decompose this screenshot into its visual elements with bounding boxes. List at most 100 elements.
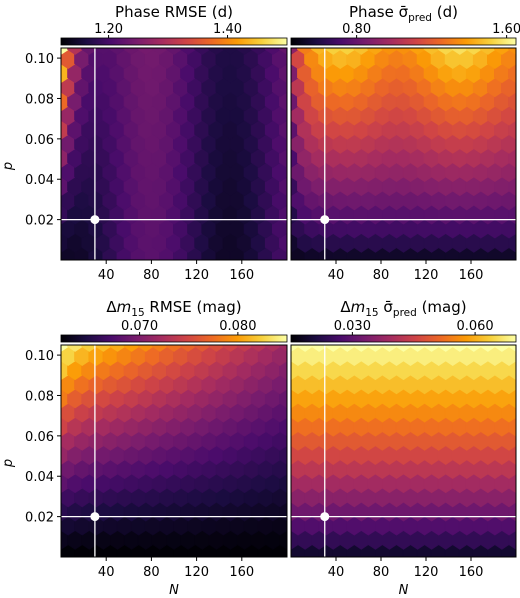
- y-tick-label: 0.10: [25, 349, 54, 364]
- y-tick-label: 0.08: [25, 92, 54, 107]
- y-tick-label: 0.04: [25, 470, 54, 485]
- x-tick-label: 80: [143, 268, 160, 283]
- plot-frame: [60, 47, 288, 261]
- hex-cell: [109, 48, 126, 55]
- hex-cell: [437, 48, 454, 55]
- hex-cell: [409, 48, 426, 55]
- hex-cell: [67, 345, 84, 352]
- hex-cell: [250, 48, 267, 55]
- hex-cell: [508, 48, 516, 55]
- hex-cell: [61, 109, 62, 121]
- hex-cell: [81, 48, 98, 55]
- colorbar-tick-label: 0.070: [121, 319, 158, 334]
- panel-title-part: m: [117, 298, 132, 316]
- x-tick-label: 120: [414, 565, 439, 580]
- hex-cell: [222, 345, 239, 352]
- hex-cell: [493, 48, 510, 55]
- hex-cell: [353, 345, 370, 352]
- hex-cell: [278, 48, 287, 55]
- hex-cell: [61, 345, 69, 352]
- hex-cell: [95, 48, 112, 55]
- y-axis-label: p: [1, 162, 16, 171]
- hex-cell: [423, 345, 440, 352]
- hex-cell: [493, 345, 510, 352]
- x-tick-label: 80: [373, 565, 390, 580]
- hex-cells: [291, 345, 516, 557]
- hex-cell: [61, 48, 69, 55]
- hex-cell: [236, 48, 253, 55]
- hex-cell: [311, 345, 328, 352]
- hex-cell: [151, 48, 168, 55]
- panel-title-part: Phase RMSE (d): [115, 3, 233, 21]
- x-tick-label: 120: [414, 268, 439, 283]
- hex-cell: [291, 48, 299, 55]
- hex-cell: [137, 48, 154, 55]
- y-tick-label: 0.06: [25, 133, 54, 148]
- hex-cell: [451, 48, 468, 55]
- hex-cell: [137, 345, 154, 352]
- x-tick-label: 40: [328, 268, 345, 283]
- hex-cell: [325, 48, 342, 55]
- hex-cell: [194, 48, 211, 55]
- panel-title-part: Δ: [106, 298, 117, 316]
- x-tick-label: 40: [98, 268, 115, 283]
- hex-cell: [61, 406, 62, 418]
- hex-cell: [423, 48, 440, 55]
- panel-title-part: (d): [432, 3, 458, 21]
- hex-cell: [109, 345, 126, 352]
- x-tick-label: 160: [459, 565, 484, 580]
- hex-cell: [381, 345, 398, 352]
- y-tick-label: 0.04: [25, 173, 54, 188]
- colorbar-tick-label: 1.20: [94, 22, 123, 37]
- colorbar-tick-label: 1.60: [492, 22, 520, 37]
- hex-cell: [81, 345, 98, 352]
- y-axis-label: p: [1, 459, 16, 468]
- panel-title-part: Phase: [349, 3, 399, 21]
- hex-cell: [208, 48, 225, 55]
- hex-cell: [166, 48, 182, 55]
- hex-cell: [339, 345, 356, 352]
- hex-cell: [95, 345, 112, 352]
- selected-point-marker: [90, 215, 100, 225]
- hex-cell: [180, 345, 197, 352]
- colorbar: [60, 37, 288, 46]
- colorbar: [290, 37, 517, 46]
- hex-cell: [465, 48, 482, 55]
- x-tick-label: 80: [143, 565, 160, 580]
- panel-title-part: 15: [365, 307, 378, 319]
- hex-cell: [61, 491, 62, 503]
- hex-cell: [278, 345, 287, 352]
- hex-cell: [123, 345, 140, 352]
- panel-title-part: σ̄: [383, 298, 393, 316]
- hex-cell: [151, 345, 168, 352]
- hex-cell: [508, 345, 516, 352]
- colorbar-tick-label: 0.030: [334, 319, 371, 334]
- hex-cell: [61, 250, 62, 260]
- hex-cell: [395, 345, 412, 352]
- panel-title: Phase σ̄pred (d): [349, 3, 458, 24]
- hex-cell: [367, 345, 384, 352]
- x-tick-label: 120: [184, 268, 209, 283]
- colorbar-tick-label: 0.080: [219, 319, 256, 334]
- hex-cell: [61, 194, 62, 206]
- hex-cell: [297, 345, 314, 352]
- hex-cell: [395, 48, 412, 55]
- heatmap-panel-3: 40 80 120 160 0.10 0.08 0.06 0.04 0.02 p N 0.070 0.0…: [1, 298, 288, 598]
- hex-cell: [297, 48, 314, 55]
- x-tick-label: 160: [229, 565, 254, 580]
- hex-cell: [208, 345, 225, 352]
- panel-title-part: m: [351, 298, 366, 316]
- hex-cell: [180, 48, 197, 55]
- hex-cell: [381, 48, 398, 55]
- hex-cell: [367, 48, 384, 55]
- x-tick-label: 40: [328, 565, 345, 580]
- heatmap-panel-1: 40 80 120 160 0.10 0.08 0.06 0.04 0.02 p 1.20 1.40P…: [1, 3, 288, 283]
- hex-cell: [437, 345, 454, 352]
- colorbar-tick-label: 1.40: [213, 22, 242, 37]
- x-axis-label: N: [169, 583, 179, 598]
- colorbar: [60, 334, 288, 343]
- x-tick-label: 160: [229, 268, 254, 283]
- panel-title-part: Δ: [340, 298, 351, 316]
